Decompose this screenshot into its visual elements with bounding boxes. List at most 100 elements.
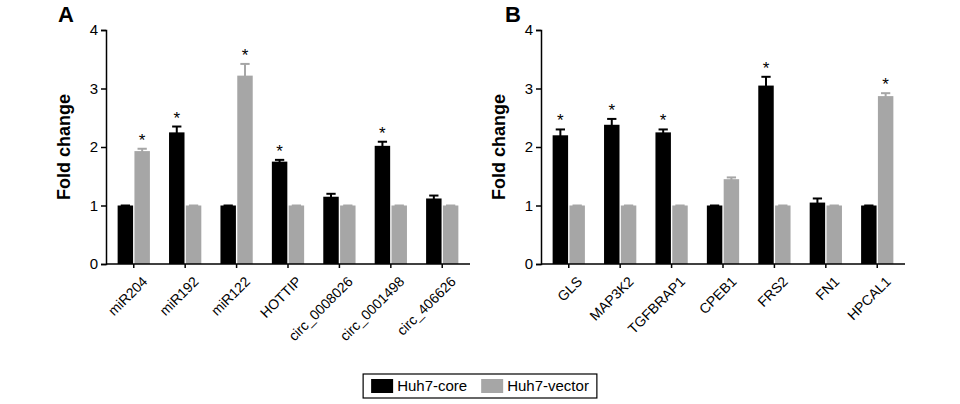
error-bar — [675, 205, 684, 206]
y-tick: 2 — [90, 138, 106, 155]
error-bar — [864, 205, 873, 206]
y-tick-mark — [101, 205, 106, 207]
y-tick-label: 0 — [90, 255, 98, 272]
x-tick-label: CPEB1 — [696, 273, 740, 317]
y-tick: 4 — [90, 21, 106, 38]
x-tick: miR204 — [105, 264, 151, 319]
error-bar — [172, 127, 181, 139]
y-axis-title: Fold change — [54, 94, 74, 200]
bar — [655, 132, 670, 264]
x-tick: FRS2 — [754, 264, 791, 310]
x-tick-label: miR204 — [105, 273, 151, 319]
error-bar — [573, 205, 582, 206]
y-tick: 0 — [525, 255, 541, 272]
error-cap — [429, 195, 438, 197]
y-tick-label: 2 — [90, 138, 98, 155]
error-cap — [675, 205, 684, 207]
bar — [775, 206, 790, 265]
legend-item: Huh7-vector — [481, 377, 589, 394]
error-line — [559, 129, 561, 141]
error-cap — [343, 205, 352, 207]
error-cap — [395, 205, 404, 207]
x-tick-label: HPCAL1 — [844, 273, 894, 323]
bar — [426, 198, 441, 264]
x-tick-label: HOTTIP — [257, 273, 305, 321]
y-tick-mark — [536, 147, 541, 149]
error-cap — [727, 176, 736, 178]
y-tick: 1 — [90, 197, 106, 214]
y-axis-line — [536, 31, 542, 265]
annotation: * — [276, 142, 283, 161]
y-tick: 1 — [525, 197, 541, 214]
x-tick-mark — [671, 264, 673, 268]
legend-items: Huh7-core Huh7-vector — [371, 377, 589, 394]
y-tick-mark — [101, 147, 106, 149]
x-axis: miR204miR192miR122HOTTIPcirc_0008026circ… — [105, 264, 470, 344]
x-tick-mark — [390, 264, 392, 268]
bar — [826, 206, 841, 265]
bar — [810, 203, 825, 264]
x-tick-mark — [339, 264, 341, 268]
error-bar — [446, 205, 455, 206]
legend-label: Huh7-core — [397, 377, 467, 394]
x-tick-mark — [825, 264, 827, 268]
y-tick-mark — [536, 88, 541, 90]
y-axis: 0 1 2 3 4 — [90, 21, 107, 272]
y-tick-mark — [536, 30, 541, 32]
x-axis: GLSMAP3K2TGFBRAP1CPEB1 FRS2 FN1HPCAL1 — [541, 264, 905, 337]
x-tick-mark — [236, 264, 238, 268]
x-tick-mark — [184, 264, 186, 268]
x-tick-label: FN1 — [812, 273, 842, 303]
error-bar — [378, 142, 387, 150]
y-tick-label: 4 — [90, 21, 98, 38]
annotation: * — [763, 59, 770, 78]
error-bar — [343, 205, 352, 206]
error-cap — [573, 205, 582, 207]
y-tick-mark — [536, 205, 541, 207]
error-cap — [224, 205, 233, 207]
error-cap — [189, 205, 198, 207]
bar — [569, 206, 584, 265]
x-tick-label: MAP3K2 — [586, 273, 637, 324]
error-bar — [240, 64, 249, 87]
error-line — [611, 119, 613, 131]
error-line — [816, 198, 818, 206]
legend-label: Huh7-vector — [507, 377, 589, 394]
error-bar — [121, 205, 130, 206]
bar — [443, 206, 458, 265]
error-cap — [813, 197, 822, 199]
error-cap — [864, 205, 873, 207]
y-tick: 3 — [525, 80, 541, 97]
error-bar — [224, 205, 233, 206]
error-bar — [429, 196, 438, 202]
error-bar — [395, 205, 404, 206]
y-tick-label: 3 — [525, 80, 533, 97]
annotation: * — [379, 124, 386, 143]
error-cap — [624, 205, 633, 207]
bar — [237, 76, 252, 264]
annotation: * — [173, 109, 180, 128]
x-tick-label: TGFBRAP1 — [625, 273, 689, 337]
legend-swatch — [481, 379, 503, 393]
bar — [878, 96, 893, 264]
bar — [861, 206, 876, 265]
x-tick: TGFBRAP1 — [625, 264, 689, 337]
error-line — [244, 64, 246, 87]
bar — [186, 206, 201, 265]
bar — [169, 132, 184, 264]
panel: 0 1 2 3 4 miR204miR192miR122HOTTIPcirc_000802… — [54, 2, 470, 344]
x-tick: GLS — [554, 264, 585, 304]
bar — [707, 206, 722, 265]
error-cap — [326, 193, 335, 195]
bar — [391, 206, 406, 265]
x-tick-label: circ_0001498 — [337, 273, 408, 344]
y-tick-label: 2 — [525, 138, 533, 155]
x-tick-mark — [619, 264, 621, 268]
error-bar — [326, 194, 335, 200]
y-tick: 3 — [90, 80, 106, 97]
y-axis-title: Fold change — [489, 94, 509, 200]
x-tick-label: GLS — [554, 273, 585, 304]
x-tick-label: FRS2 — [754, 273, 791, 310]
plot-area — [118, 64, 459, 264]
y-tick-label: 0 — [525, 255, 533, 272]
